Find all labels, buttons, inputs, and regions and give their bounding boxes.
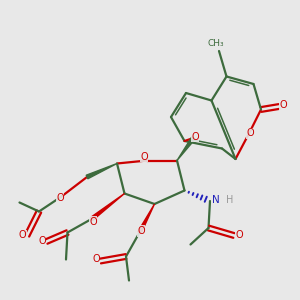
Text: H: H (226, 195, 234, 205)
Polygon shape (138, 204, 154, 233)
Text: O: O (137, 226, 145, 236)
Text: O: O (19, 230, 26, 241)
Text: O: O (56, 193, 64, 203)
Text: N: N (212, 195, 219, 205)
Polygon shape (90, 194, 124, 220)
Text: CH₃: CH₃ (208, 39, 224, 48)
Text: O: O (38, 236, 46, 247)
Text: O: O (191, 131, 199, 142)
Text: O: O (236, 230, 243, 241)
Text: O: O (247, 128, 254, 139)
Text: O: O (280, 100, 287, 110)
Text: O: O (140, 152, 148, 162)
Text: O: O (89, 217, 97, 227)
Polygon shape (86, 164, 117, 179)
Polygon shape (177, 137, 195, 160)
Text: O: O (92, 254, 100, 265)
